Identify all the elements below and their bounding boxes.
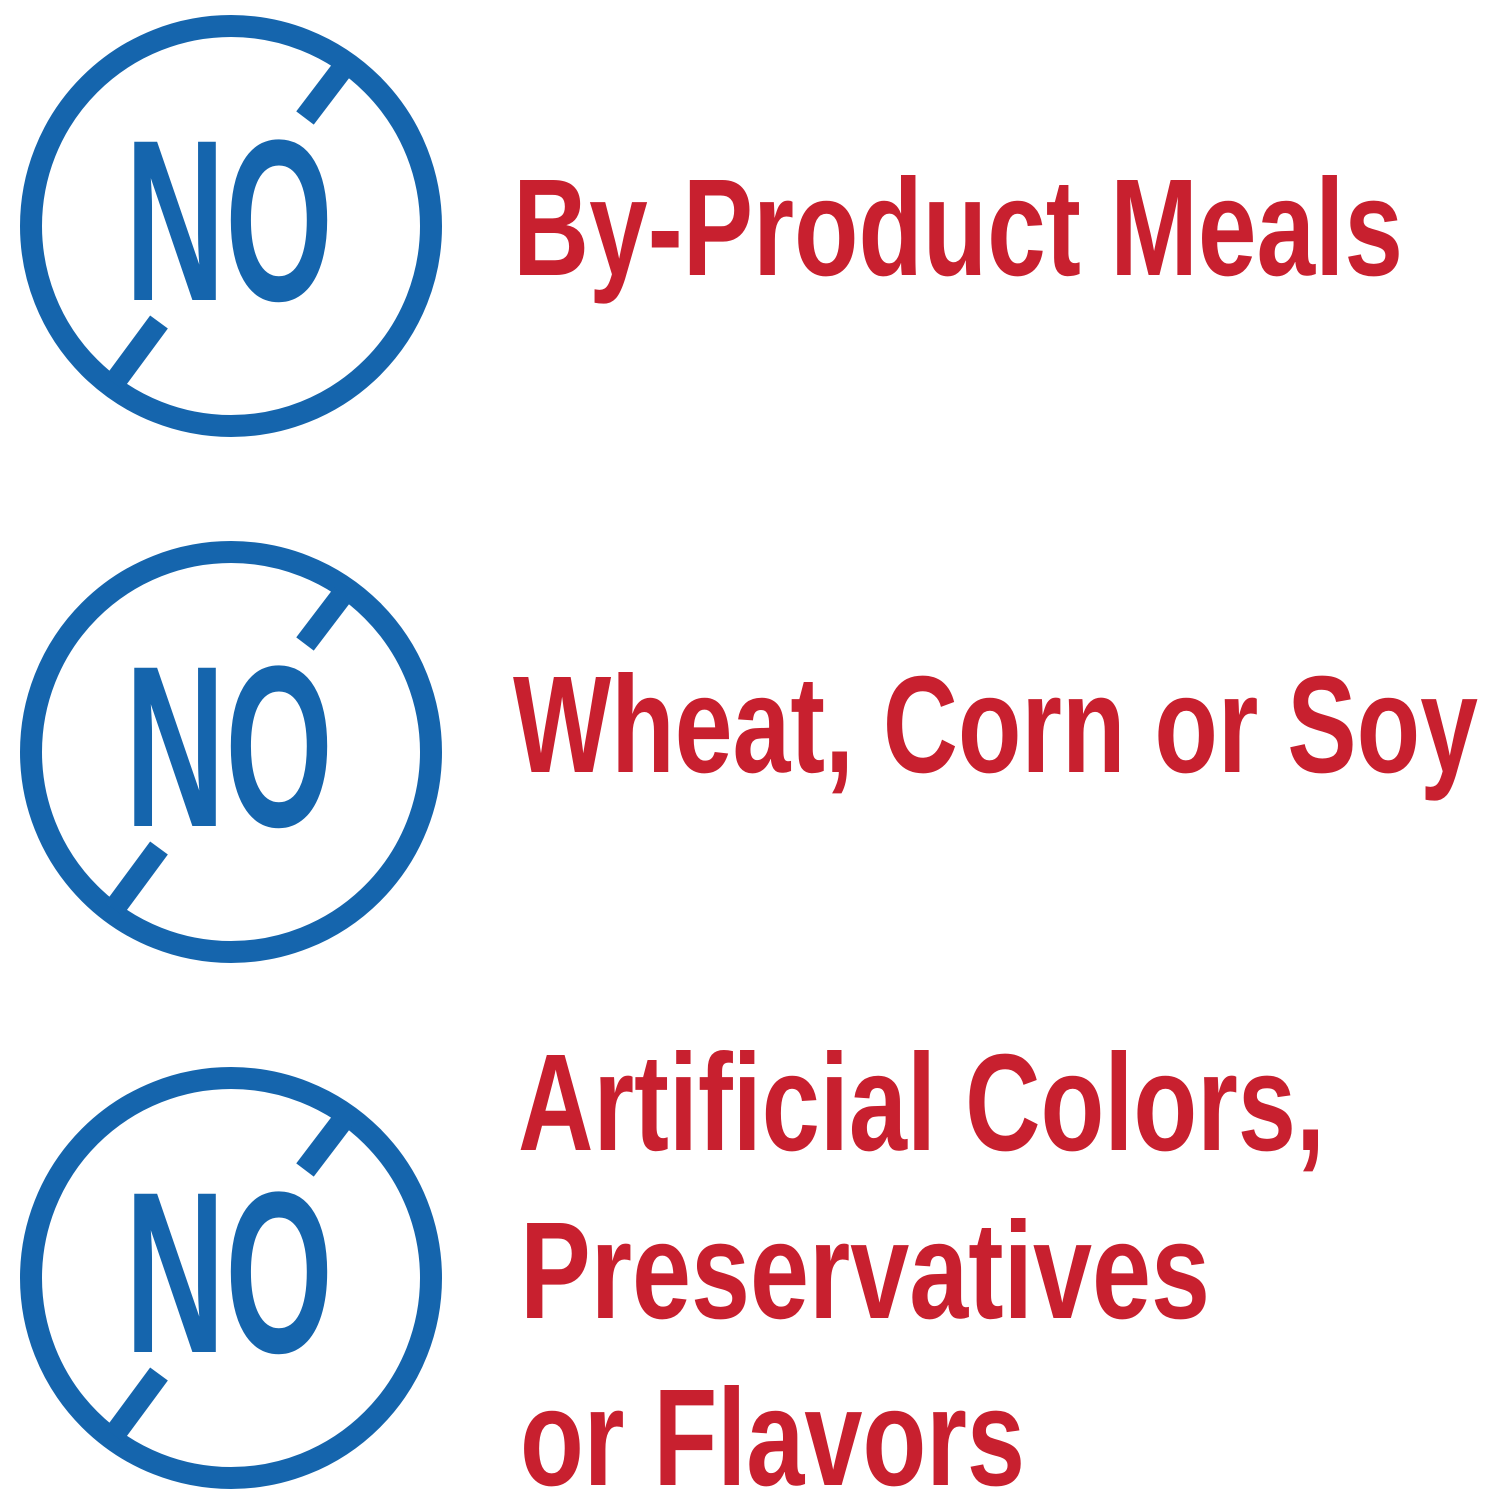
slash-bottom bbox=[105, 1367, 168, 1442]
circle-ring bbox=[20, 15, 442, 437]
claim-text-line: Wheat, Corn or Soy bbox=[513, 648, 1478, 802]
no-badge-text: NO bbox=[125, 92, 333, 349]
no-badge-text: NO bbox=[125, 618, 333, 875]
claim-text-line: By-Product Meals bbox=[513, 151, 1403, 305]
claim-item: NO By-Product Meals bbox=[20, 15, 1403, 437]
no-circle-slash-icon: NO bbox=[20, 15, 442, 437]
slash-top bbox=[296, 1113, 352, 1177]
slash-top bbox=[296, 61, 352, 125]
no-circle-slash-icon: NO bbox=[20, 541, 442, 963]
slash-top bbox=[296, 587, 352, 651]
claim-text-line: or Flavors bbox=[520, 1361, 1025, 1500]
claim-item: NO Wheat, Corn or Soy bbox=[20, 541, 1478, 963]
circle-ring bbox=[20, 1067, 442, 1489]
slash-bottom bbox=[105, 841, 168, 916]
no-badge-text: NO bbox=[125, 1144, 333, 1401]
claim-text-line: Artificial Colors, bbox=[518, 1026, 1325, 1180]
slash-bottom bbox=[105, 315, 168, 390]
claim-text-line: Preservatives bbox=[520, 1194, 1210, 1348]
circle-ring bbox=[20, 541, 442, 963]
no-circle-slash-icon: NO bbox=[20, 1067, 442, 1489]
